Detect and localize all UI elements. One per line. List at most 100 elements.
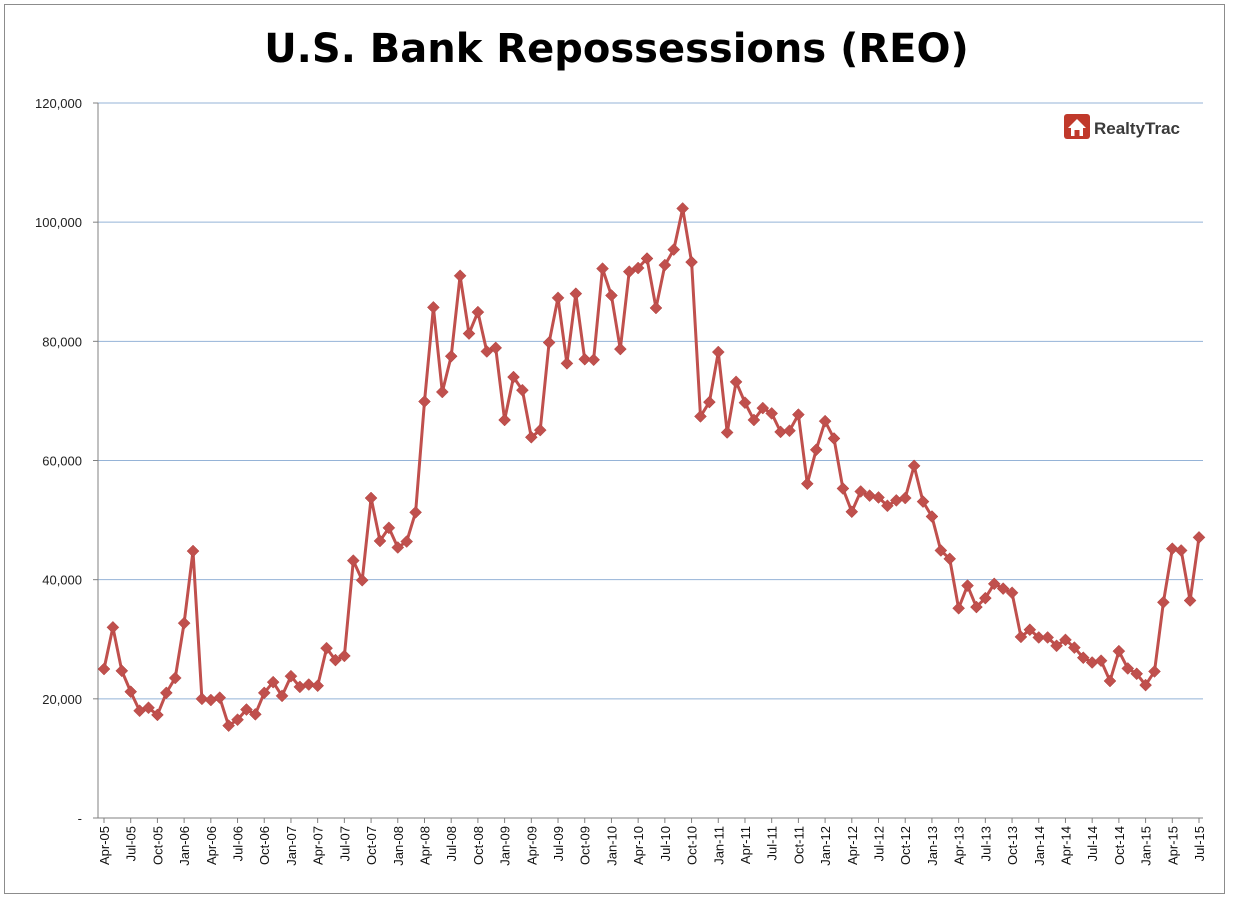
data-point-marker	[346, 554, 360, 567]
x-tick-label: Jan-14	[1032, 826, 1047, 866]
x-tick-label: Oct-07	[364, 826, 379, 865]
data-point-marker	[284, 669, 298, 683]
series-line	[102, 207, 1201, 728]
x-tick-label: Jan-06	[177, 826, 192, 866]
data-point-marker	[703, 395, 716, 409]
data-point-marker	[427, 301, 440, 314]
x-tick-label: Oct-06	[257, 826, 272, 865]
data-point-marker	[658, 258, 672, 272]
data-point-marker	[471, 305, 485, 319]
data-point-marker	[756, 401, 770, 415]
data-point-marker	[640, 252, 654, 265]
data-point-marker	[1103, 674, 1117, 688]
house-shape	[1068, 119, 1086, 136]
data-point-marker	[257, 686, 271, 700]
x-tick-label: Apr-14	[1058, 826, 1073, 865]
data-point-marker	[667, 243, 681, 256]
y-tick-label: 60,000	[42, 454, 82, 469]
data-point-marker	[213, 691, 227, 704]
data-point-marker	[231, 713, 244, 727]
axes	[97, 103, 1203, 823]
data-point-marker	[1094, 654, 1108, 668]
x-tick-label: Apr-12	[845, 826, 860, 865]
data-point-marker	[462, 327, 476, 340]
data-point-marker	[240, 703, 253, 716]
data-point-marker	[409, 505, 422, 519]
x-tick-label: Apr-15	[1165, 826, 1180, 865]
data-point-marker	[1148, 665, 1161, 678]
data-point-marker	[783, 424, 796, 438]
x-tick-label: Oct-12	[898, 826, 913, 865]
data-point-marker	[605, 289, 618, 302]
data-point-marker	[952, 601, 965, 615]
data-point-marker	[151, 708, 164, 722]
x-tick-label: Jul-10	[658, 826, 673, 861]
data-point-marker	[106, 620, 120, 634]
data-point-marker	[1112, 644, 1126, 658]
data-point-marker	[391, 541, 405, 554]
data-point-marker	[676, 202, 690, 215]
data-point-marker	[418, 395, 431, 408]
x-tick-label: Apr-07	[311, 826, 326, 865]
data-point-marker	[631, 261, 645, 275]
data-point-marker	[1157, 595, 1170, 609]
data-point-marker	[943, 552, 957, 566]
data-point-marker	[507, 370, 520, 384]
x-tick-label: Jul-09	[551, 826, 566, 861]
data-point-marker	[649, 301, 663, 315]
data-point-marker	[720, 426, 734, 439]
x-tick-label: Apr-09	[524, 826, 539, 865]
logo-text: RealtyTrac	[1094, 119, 1180, 138]
data-point-marker	[489, 341, 503, 355]
data-point-marker	[1032, 631, 1046, 644]
data-point-marker	[587, 353, 600, 367]
x-tick-label: Jan-09	[498, 826, 513, 866]
data-point-marker	[622, 265, 636, 278]
data-point-marker	[1139, 678, 1152, 692]
data-point-marker	[498, 413, 511, 427]
data-point-marker	[444, 349, 458, 363]
x-tick-label: Jul-06	[231, 826, 246, 861]
x-tick-label: Jan-12	[818, 826, 833, 866]
data-point-marker	[533, 423, 547, 437]
data-point-marker	[480, 345, 494, 358]
data-point-marker	[320, 641, 333, 655]
x-tick-label: Apr-08	[417, 826, 432, 865]
data-point-marker	[302, 678, 316, 691]
data-point-marker	[747, 413, 761, 427]
series-line-path	[102, 207, 1201, 728]
data-point-marker	[881, 499, 894, 513]
data-point-marker	[373, 534, 387, 548]
data-point-marker	[898, 491, 912, 505]
x-tick-label: Jul-07	[337, 826, 352, 861]
data-point-marker	[124, 685, 138, 699]
data-point-marker	[382, 521, 396, 535]
x-tick-label: Apr-06	[204, 826, 219, 865]
y-tick-label: 100,000	[35, 215, 82, 230]
x-tick-label: Jan-11	[711, 826, 726, 865]
x-tick-label: Apr-13	[952, 826, 967, 865]
data-point-marker	[1005, 586, 1019, 600]
data-point-marker	[142, 701, 155, 715]
data-point-marker	[97, 662, 111, 676]
y-tick-label: 20,000	[42, 692, 82, 707]
data-point-marker	[854, 485, 868, 498]
x-tick-label: Jul-15	[1192, 826, 1207, 861]
data-point-marker	[827, 432, 841, 445]
data-point-marker	[195, 692, 209, 706]
data-point-marker	[204, 693, 218, 707]
data-point-marker	[551, 291, 565, 305]
data-point-marker	[1014, 630, 1028, 644]
data-point-marker	[1192, 531, 1206, 544]
data-point-marker	[836, 482, 850, 495]
data-point-marker	[845, 505, 859, 519]
x-tick-label: Apr-05	[97, 826, 112, 865]
data-point-marker	[435, 385, 449, 399]
x-tick-label: Oct-14	[1112, 826, 1127, 865]
data-point-marker	[978, 591, 992, 605]
chart-frame	[4, 4, 1225, 894]
x-tick-label: Jan-07	[284, 826, 299, 866]
data-point-marker	[1076, 651, 1090, 665]
data-point-marker	[569, 287, 583, 301]
